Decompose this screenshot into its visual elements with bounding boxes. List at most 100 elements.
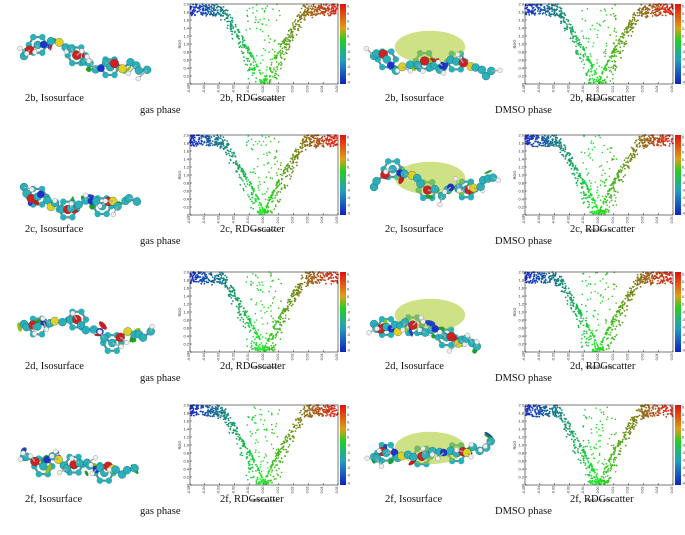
- colorbar-tick-label: -0.030: [347, 211, 350, 215]
- scatter-point: [219, 6, 222, 8]
- scatter-point: [278, 10, 280, 12]
- scatter-point: [573, 169, 576, 171]
- scatter-point: [259, 202, 261, 204]
- scatter-point: [265, 342, 268, 345]
- scatter-point: [236, 164, 239, 167]
- scatter-point: [605, 42, 608, 45]
- scatter-point: [607, 209, 610, 212]
- scatter-point: [554, 136, 557, 139]
- x-tick-label: -0.02: [231, 85, 235, 93]
- scatter-point: [271, 191, 274, 194]
- scatter-point: [251, 74, 254, 77]
- scatter-point: [288, 45, 291, 47]
- scatter-point: [280, 324, 283, 327]
- scatter-point: [644, 13, 647, 15]
- scatter-point: [265, 69, 268, 71]
- scatter-point: [272, 8, 274, 10]
- scatter-point: [331, 136, 333, 139]
- x-tick-label: 0.02: [291, 354, 295, 361]
- scatter-point: [586, 200, 589, 203]
- scatter-point: [607, 211, 610, 213]
- scatter-point: [310, 138, 312, 140]
- scatter-point: [580, 317, 582, 319]
- scatter-point: [576, 169, 579, 171]
- scatter-point: [526, 4, 529, 7]
- scatter-point: [280, 182, 283, 185]
- atom: [481, 71, 491, 81]
- scatter-point: [296, 156, 299, 159]
- scatter-point: [576, 37, 579, 40]
- scatter-point: [240, 178, 243, 180]
- scatter-point: [248, 195, 250, 198]
- scatter-point: [636, 14, 639, 17]
- y-tick-label: 1.0: [183, 173, 189, 178]
- scatter-point: [221, 281, 224, 284]
- scatter-point: [667, 137, 670, 140]
- y-tick-label: 1.2: [183, 34, 189, 39]
- scatter-point: [587, 41, 590, 43]
- scatter-point: [615, 204, 618, 206]
- scatter-point: [573, 173, 576, 176]
- scatter-point: [275, 149, 278, 152]
- carbon-atom: [39, 33, 46, 41]
- scatter-point: [262, 209, 264, 211]
- hydrogen-atom: [394, 68, 401, 74]
- scatter-point: [204, 9, 207, 11]
- carbon-atom: [457, 66, 464, 73]
- scatter-point: [562, 149, 565, 152]
- scatter-point: [595, 210, 598, 212]
- scatter-point: [217, 277, 220, 280]
- scatter-point: [588, 58, 590, 61]
- scatter-point: [291, 293, 293, 295]
- scatter-point: [299, 146, 302, 149]
- scatter-point: [279, 316, 282, 318]
- scatter-point: [322, 3, 325, 6]
- scatter-point: [588, 189, 591, 192]
- scatter-point: [649, 139, 652, 142]
- scatter-point: [646, 11, 648, 14]
- scatter-point: [238, 308, 240, 311]
- nci-isosurface: [123, 66, 132, 75]
- scatter-point: [583, 135, 585, 138]
- atom: [118, 64, 127, 74]
- scatter-point: [594, 201, 596, 204]
- scatter-point: [274, 163, 276, 165]
- scatter-point: [642, 278, 645, 281]
- scatter-point: [582, 54, 585, 57]
- scatter-point: [537, 275, 540, 278]
- scatter-point: [255, 18, 257, 21]
- scatter-point: [571, 162, 574, 164]
- scatter-point: [629, 154, 631, 157]
- scatter-point: [301, 142, 304, 145]
- x-tick-label: -0.04: [537, 85, 541, 93]
- scatter-point: [566, 23, 568, 25]
- scatter-point: [585, 37, 588, 40]
- scatter-point: [610, 57, 612, 59]
- scatter-point: [267, 199, 269, 201]
- scatter-point: [633, 18, 636, 21]
- y-tick-label: 1.6: [183, 286, 189, 291]
- scatter-point: [544, 145, 547, 148]
- colorbar-tick-label: -0.010: [682, 50, 685, 54]
- scatter-point: [580, 192, 582, 194]
- scatter-point: [548, 142, 551, 145]
- scatter-point: [250, 342, 252, 345]
- scatter-point: [294, 155, 297, 158]
- scatter-point: [668, 135, 671, 138]
- scatter-point: [225, 285, 227, 288]
- scatter-point: [599, 81, 602, 83]
- scatter-point: [553, 12, 556, 15]
- scatter-point: [630, 146, 633, 149]
- scatter-point: [280, 57, 283, 60]
- scatter-point: [652, 141, 655, 144]
- scatter-point: [261, 317, 263, 319]
- scatter-point: [307, 8, 310, 11]
- scatter-point: [658, 282, 661, 285]
- scatter-point: [560, 278, 563, 281]
- scatter-point: [217, 275, 220, 278]
- carbon-atom: [393, 158, 401, 165]
- scatter-point: [261, 346, 264, 348]
- scatter-point: [620, 56, 622, 59]
- scatter-point: [649, 4, 652, 7]
- scatter-point: [275, 328, 277, 330]
